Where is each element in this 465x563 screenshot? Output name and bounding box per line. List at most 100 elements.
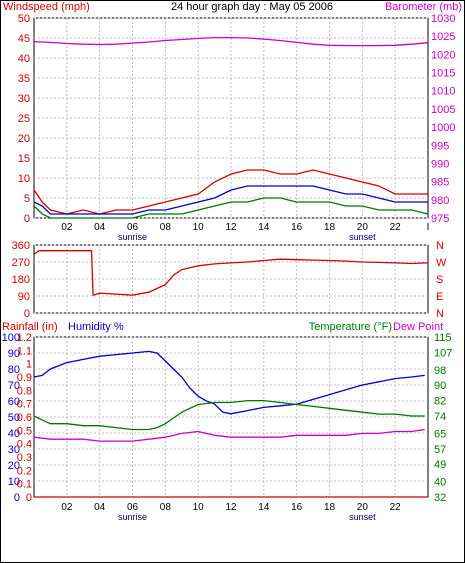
time-tick-label: 22 — [390, 222, 402, 233]
humidity-tick-label: 10 — [8, 476, 20, 488]
time-tick-label: 06 — [127, 222, 139, 233]
windspeed-tick-label: 25 — [18, 113, 30, 125]
barometer-tick-label: 1005 — [431, 104, 455, 116]
wind-direction-line — [33, 250, 429, 296]
compass-label: N — [436, 240, 444, 252]
time-tick-label: 16 — [291, 222, 303, 233]
time-tick-label: 14 — [258, 502, 270, 513]
rainfall-tick-label: 0.7 — [17, 399, 32, 411]
barometer-tick-label: 990 — [431, 158, 449, 170]
humidity-tick-label: 0 — [14, 492, 20, 504]
time-tick-label: 04 — [94, 502, 106, 513]
average-line — [33, 185, 428, 215]
barometer-tick-label: 1015 — [431, 68, 455, 80]
windspeed-tick-label: 5 — [24, 193, 30, 205]
temperature-tick-label: 90 — [434, 380, 446, 392]
windspeed-tick-label: 35 — [18, 73, 30, 85]
time-tick-label: 02 — [61, 502, 73, 513]
sunset-label: sunset — [349, 512, 376, 522]
humidity-tick-label: 80 — [8, 364, 20, 376]
compass-label: E — [436, 291, 443, 303]
windspeed-tick-label: 45 — [18, 33, 30, 45]
temperature-line — [33, 399, 425, 431]
temperature-tick-label: 98 — [434, 365, 446, 377]
graph-title: 24 hour graph day : May 05 2006 — [171, 1, 333, 13]
rainfall-tick-label: 0.9 — [17, 372, 32, 384]
sunset-label: sunset — [349, 232, 376, 242]
temperature-tick-label: 40 — [434, 477, 446, 489]
direction-tick-label: 90 — [18, 291, 30, 303]
time-tick-label: 08 — [160, 502, 172, 513]
rainfall-axis-label: Rainfall (in) — [2, 321, 58, 333]
time-tick-label: 14 — [258, 222, 270, 233]
windspeed-tick-label: 10 — [18, 173, 30, 185]
temperature-tick-label: 74 — [434, 411, 446, 423]
barometer-tick-label: 1025 — [431, 31, 455, 43]
barometer-tick-label: 1020 — [431, 49, 455, 61]
sunrise-label: sunrise — [118, 232, 147, 242]
rainfall-tick-label: 0.3 — [17, 452, 32, 464]
humidity-tick-label: 30 — [8, 444, 20, 456]
rainfall-tick-label: 1.2 — [17, 332, 32, 344]
rainfall-tick-label: 0 — [26, 492, 32, 504]
rainfall-tick-label: 1.1 — [17, 345, 32, 357]
temperature-tick-label: 107 — [434, 347, 452, 359]
direction-tick-label: 360 — [12, 240, 30, 252]
time-tick-label: 06 — [127, 502, 139, 513]
time-tick-label: 20 — [357, 222, 369, 233]
time-end-label: I — [427, 222, 430, 233]
time-tick-label: 16 — [291, 502, 303, 513]
temperature-tick-label: 115 — [434, 332, 452, 344]
dewpoint-line — [33, 428, 425, 442]
rainfall-tick-label: 0.1 — [17, 479, 32, 491]
windspeed-axis-label: Windspeed (mph) — [3, 1, 90, 13]
humidity-tick-label: 50 — [8, 412, 20, 424]
time-tick-label: 18 — [324, 222, 336, 233]
windspeed-tick-label: 40 — [18, 53, 30, 65]
compass-label: W — [436, 257, 447, 269]
time-tick-label: 10 — [193, 222, 205, 233]
barometer-tick-label: 1030 — [431, 13, 455, 25]
humidity-tick-label: 70 — [8, 380, 20, 392]
humidity-tick-label: 60 — [8, 396, 20, 408]
direction-tick-label: 0 — [24, 308, 30, 320]
windspeed-tick-label: 15 — [18, 153, 30, 165]
temperature-tick-label: 65 — [434, 428, 446, 440]
barometer-tick-label: 975 — [431, 213, 449, 225]
direction-tick-label: 180 — [12, 274, 30, 286]
time-tick-label: 10 — [193, 502, 205, 513]
dewpoint-axis-label: Dew Point — [393, 321, 443, 333]
barometer-tick-label: 985 — [431, 177, 449, 189]
barometer-axis-label: Barometer (mb) — [385, 1, 462, 13]
time-tick-label: 04 — [94, 222, 106, 233]
rainfall-tick-label: 0.2 — [17, 465, 32, 477]
compass-label: S — [436, 274, 443, 286]
rainfall-tick-label: 0.8 — [17, 385, 32, 397]
humidity-axis-label: Humidity % — [68, 321, 124, 333]
barometer-tick-label: 1000 — [431, 122, 455, 134]
barometer-tick-label: 995 — [431, 140, 449, 152]
minimum-line — [33, 197, 429, 219]
time-tick-label: 08 — [160, 222, 172, 233]
humidity-tick-label: 40 — [8, 428, 20, 440]
humidity-tick-label: 20 — [8, 460, 20, 472]
humidity-tick-label: 90 — [8, 348, 20, 360]
barometer-line — [33, 36, 429, 47]
rainfall-tick-label: 0.4 — [17, 439, 32, 451]
time-tick-label: 12 — [225, 222, 237, 233]
rainfall-tick-label: 0.6 — [17, 412, 32, 424]
compass-label: N — [436, 308, 444, 320]
temperature-tick-label: 49 — [434, 459, 446, 471]
windspeed-tick-label: 30 — [18, 93, 30, 105]
rainfall-tick-label: 1 — [26, 359, 32, 371]
gust-line — [33, 169, 428, 215]
temperature-tick-label: 57 — [434, 444, 446, 456]
time-tick-label: 18 — [324, 502, 336, 513]
time-tick-label: 02 — [61, 222, 73, 233]
direction-tick-label: 270 — [12, 257, 30, 269]
barometer-tick-label: 980 — [431, 195, 449, 207]
temperature-axis-label: Temperature (°F) — [309, 321, 392, 333]
windspeed-tick-label: 20 — [18, 133, 30, 145]
time-tick-label: 22 — [390, 502, 402, 513]
